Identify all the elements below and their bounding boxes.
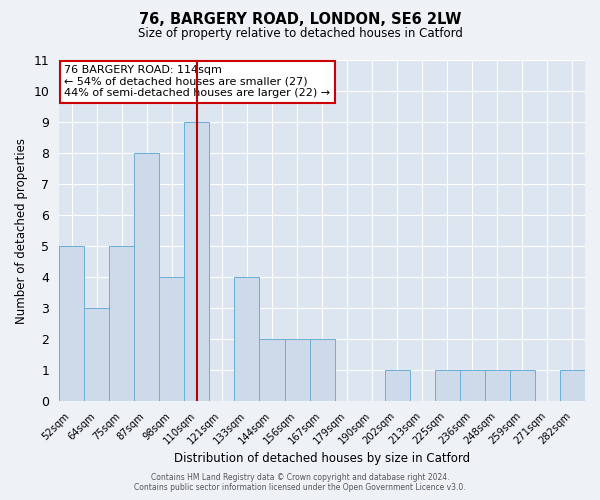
Bar [235,277,259,401]
Bar [160,277,184,401]
X-axis label: Distribution of detached houses by size in Catford: Distribution of detached houses by size … [174,452,470,465]
Text: 76 BARGERY ROAD: 114sqm
← 54% of detached houses are smaller (27)
44% of semi-de: 76 BARGERY ROAD: 114sqm ← 54% of detache… [64,65,331,98]
Bar [460,370,485,401]
Y-axis label: Number of detached properties: Number of detached properties [15,138,28,324]
Bar [184,122,209,401]
Text: Contains HM Land Registry data © Crown copyright and database right 2024.
Contai: Contains HM Land Registry data © Crown c… [134,473,466,492]
Bar [560,370,585,401]
Bar [310,339,335,401]
Bar [510,370,535,401]
Bar [259,339,284,401]
Bar [134,153,160,401]
Bar [435,370,460,401]
Text: 76, BARGERY ROAD, LONDON, SE6 2LW: 76, BARGERY ROAD, LONDON, SE6 2LW [139,12,461,28]
Bar [59,246,84,401]
Bar [84,308,109,401]
Bar [385,370,410,401]
Bar [109,246,134,401]
Bar [284,339,310,401]
Bar [485,370,510,401]
Text: Size of property relative to detached houses in Catford: Size of property relative to detached ho… [137,28,463,40]
